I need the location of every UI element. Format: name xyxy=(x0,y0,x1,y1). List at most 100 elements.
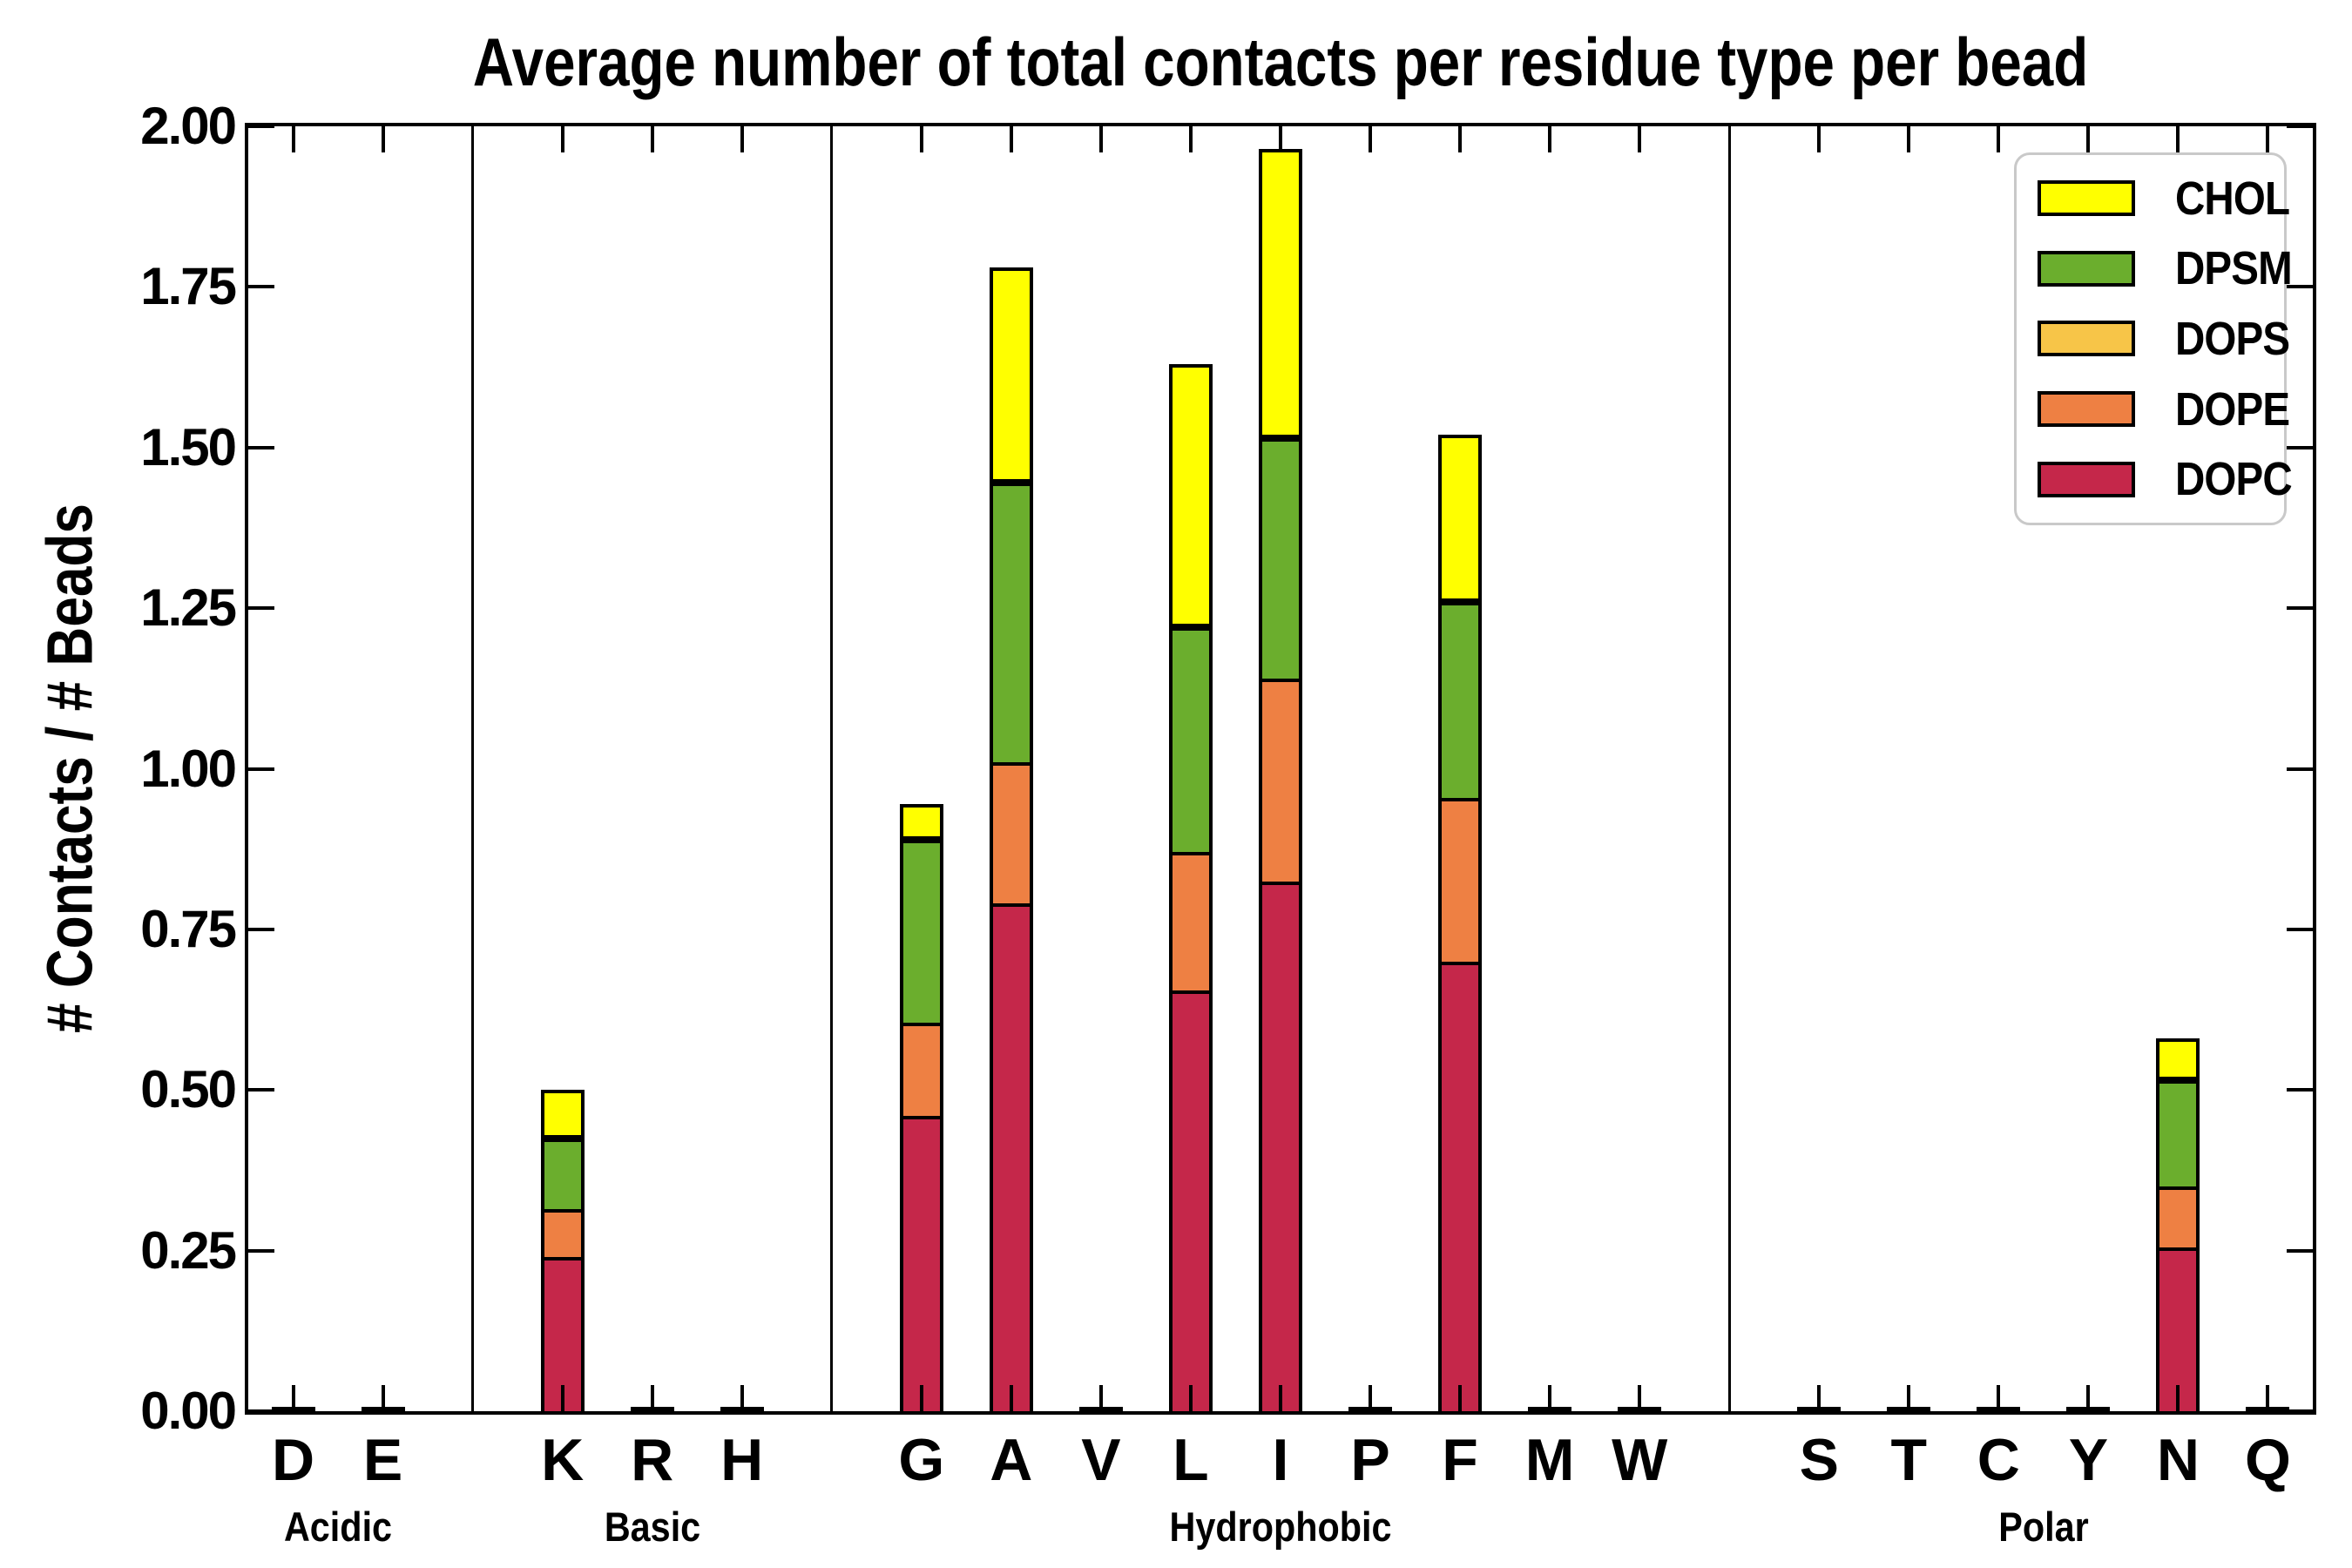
legend-item-DOPC: DOPC xyxy=(2017,452,2293,506)
chart-title: Average number of total contacts per res… xyxy=(472,24,2089,100)
bar-segment-F-DOPC xyxy=(1438,961,1483,1415)
x-tick-label-C: C xyxy=(1977,1427,2020,1493)
y-tick xyxy=(2287,767,2313,771)
legend-item-DOPE: DOPE xyxy=(2017,382,2290,436)
bar-segment-F-DPSM xyxy=(1438,601,1483,801)
bar-segment-N-CHOL xyxy=(2156,1038,2200,1081)
x-tick xyxy=(2176,126,2180,152)
legend-label-DOPS: DOPS xyxy=(2175,312,2290,365)
x-tick xyxy=(291,126,295,152)
bar-segment-A-CHOL xyxy=(989,267,1033,483)
bar-segment-K-DOPE xyxy=(540,1208,585,1260)
y-tick xyxy=(2287,285,2313,289)
bar-segment-N-DOPC xyxy=(2156,1247,2200,1415)
x-tick xyxy=(1907,126,1911,152)
legend-label-DOPC: DOPC xyxy=(2175,453,2293,506)
y-tick xyxy=(2287,445,2313,449)
x-tick xyxy=(1098,126,1103,152)
x-tick-label-E: E xyxy=(362,1427,403,1493)
x-tick xyxy=(1279,1385,1282,1411)
x-tick xyxy=(2086,1385,2091,1411)
x-tick xyxy=(1188,1385,1193,1411)
bar-segment-G-DOPC xyxy=(899,1115,943,1415)
group-label-hydrophobic: Hydrophobic xyxy=(1169,1504,1392,1550)
x-tick-label-D: D xyxy=(271,1427,315,1493)
legend-item-DPSM: DPSM xyxy=(2017,241,2293,295)
y-tick xyxy=(2287,1088,2313,1092)
legend-swatch-CHOL xyxy=(2038,180,2135,217)
x-tick xyxy=(1369,1385,1373,1411)
x-tick xyxy=(560,126,564,152)
x-tick-label-M: M xyxy=(1524,1427,1575,1493)
bar-segment-K-DPSM xyxy=(540,1138,585,1213)
y-tick xyxy=(2287,125,2313,128)
bar-segment-L-CHOL xyxy=(1168,363,1213,628)
legend-swatch-DOPS xyxy=(2038,321,2135,357)
x-tick xyxy=(1188,126,1193,152)
group-separator xyxy=(1727,126,1731,1411)
x-tick xyxy=(1907,1385,1911,1411)
x-tick xyxy=(1548,1385,1552,1411)
x-tick-label-T: T xyxy=(1890,1427,1928,1493)
x-tick xyxy=(1458,126,1463,152)
x-tick-label-P: P xyxy=(1350,1427,1390,1493)
x-tick xyxy=(560,1385,564,1411)
x-tick-label-Q: Q xyxy=(2245,1427,2291,1493)
bar-segment-L-DOPE xyxy=(1168,852,1213,994)
bar-segment-I-CHOL xyxy=(1259,148,1302,438)
x-tick xyxy=(740,126,744,152)
y-tick-label: 0.75 xyxy=(140,899,237,958)
legend-item-DOPS: DOPS xyxy=(2017,312,2290,366)
x-tick xyxy=(1369,126,1373,152)
x-tick-label-W: W xyxy=(1612,1427,1668,1493)
group-label-polar: Polar xyxy=(1998,1504,2089,1550)
group-separator xyxy=(471,126,475,1411)
group-label-basic: Basic xyxy=(604,1504,700,1550)
x-tick-label-L: L xyxy=(1173,1427,1209,1493)
y-tick xyxy=(248,1248,274,1253)
x-tick-label-S: S xyxy=(1799,1427,1839,1493)
legend-label-DOPE: DOPE xyxy=(2175,382,2290,436)
bar-segment-G-DOPE xyxy=(899,1022,943,1119)
x-tick xyxy=(1009,1385,1013,1411)
x-tick-label-A: A xyxy=(990,1427,1033,1493)
y-tick xyxy=(2287,927,2313,931)
x-tick-label-R: R xyxy=(631,1427,674,1493)
bar-segment-N-DPSM xyxy=(2156,1080,2200,1190)
y-tick xyxy=(248,606,274,611)
legend-swatch-DOPE xyxy=(2038,391,2135,428)
bar-segment-G-DPSM xyxy=(899,839,943,1026)
x-tick xyxy=(291,1385,295,1411)
x-tick xyxy=(919,1385,923,1411)
x-tick xyxy=(919,126,923,152)
y-tick xyxy=(248,927,274,931)
x-tick xyxy=(1458,1385,1463,1411)
x-tick xyxy=(650,1385,654,1411)
bar-segment-F-DOPE xyxy=(1438,797,1483,965)
y-tick-label: 1.75 xyxy=(140,257,237,316)
legend: CHOL DPSM DOPS DOPE DOPC xyxy=(2014,152,2293,525)
bar-segment-G-CHOL xyxy=(899,804,943,840)
x-tick-label-H: H xyxy=(720,1427,764,1493)
bar-segment-L-DPSM xyxy=(1168,627,1213,856)
x-tick-label-K: K xyxy=(541,1427,585,1493)
y-tick xyxy=(248,1409,274,1413)
bar-segment-K-CHOL xyxy=(540,1090,585,1139)
y-tick-label: 1.50 xyxy=(140,417,237,476)
legend-label-DPSM: DPSM xyxy=(2175,242,2293,295)
y-tick xyxy=(2287,1409,2313,1413)
y-tick xyxy=(2287,606,2313,611)
y-tick-label: 1.00 xyxy=(140,739,237,798)
x-tick xyxy=(1997,1385,2001,1411)
x-tick xyxy=(1009,126,1013,152)
y-tick-label: 0.00 xyxy=(140,1382,237,1440)
y-tick xyxy=(248,125,274,128)
y-tick xyxy=(248,1088,274,1092)
x-tick xyxy=(1279,126,1282,152)
bar-segment-A-DOPE xyxy=(989,762,1033,908)
legend-swatch-DPSM xyxy=(2038,250,2135,287)
bar-segment-A-DPSM xyxy=(989,483,1033,767)
legend-item-CHOL: CHOL xyxy=(2017,172,2290,226)
group-label-acidic: Acidic xyxy=(283,1504,393,1550)
